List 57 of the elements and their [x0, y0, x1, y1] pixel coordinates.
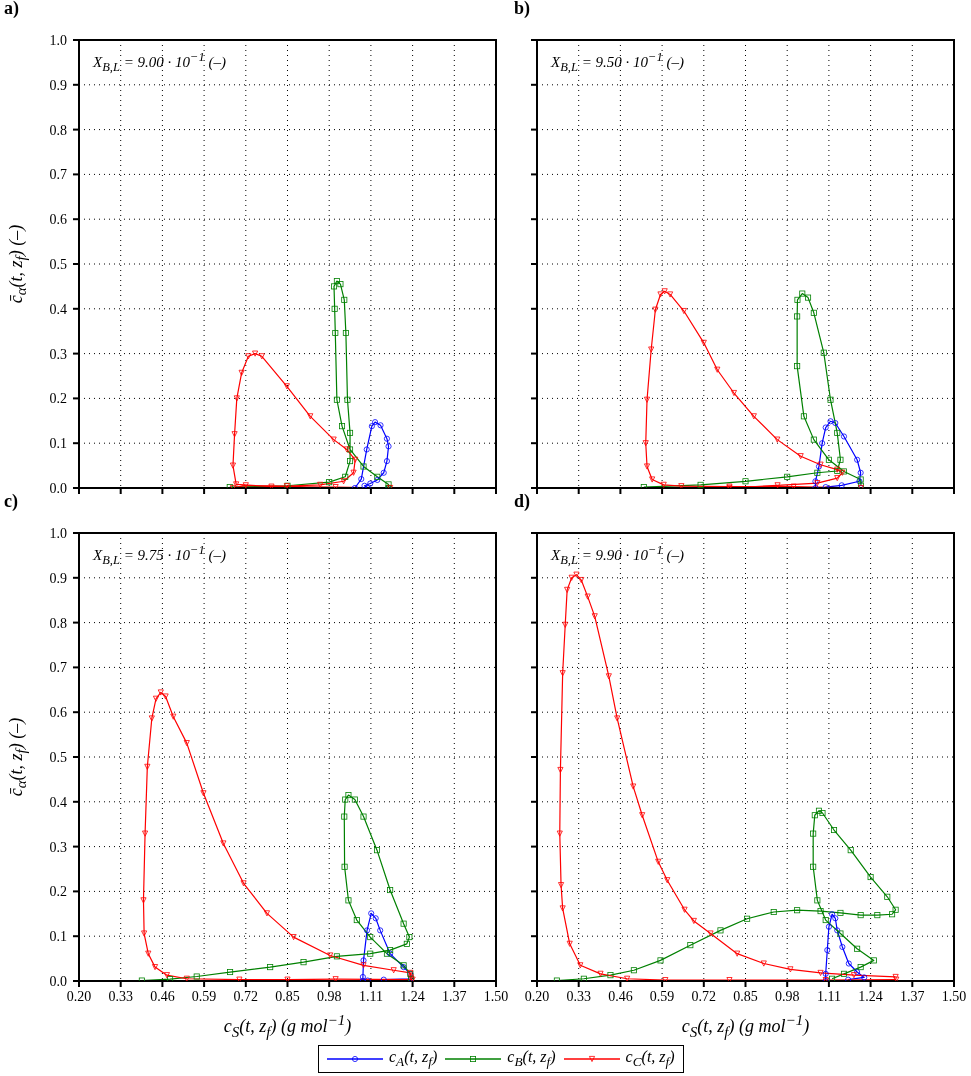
x-tick-label: 0.46 — [150, 989, 175, 1004]
x-tick-label: 0.33 — [108, 989, 133, 1004]
y-tick-label: 0.5 — [49, 257, 67, 272]
x-tick-label: 1.11 — [358, 989, 383, 1004]
x-tick-label: 0.98 — [774, 989, 800, 1004]
y-tick-label: 1.0 — [49, 33, 67, 48]
x-tick-label: 0.85 — [733, 989, 758, 1004]
legend-label: c$_{C}$(t, z$_{f}$) — [625, 1048, 675, 1071]
y-tick-label: 0.2 — [49, 391, 67, 407]
y-tick-label: 0.8 — [49, 615, 67, 631]
x-axis-title: c$_{S}$(t, z$_{f}$) (g mol$^{−1}$) — [223, 1012, 352, 1041]
x-tick-label: 0.98 — [316, 989, 342, 1004]
x-tick-label: 0.59 — [649, 989, 675, 1004]
chart-title: d) — [514, 491, 531, 512]
x-tick-label: 0.33 — [566, 989, 591, 1004]
x-tick-label: 0.59 — [191, 989, 217, 1004]
y-tick-label: 0.0 — [49, 974, 67, 989]
x-tick-label: 1.11 — [816, 989, 841, 1004]
x-tick-label: 0.20 — [66, 989, 92, 1004]
x-tick-label: 1.37 — [900, 989, 925, 1004]
x-tick-label: 0.20 — [524, 989, 550, 1004]
chart-title: a) — [4, 0, 19, 19]
chart-title: c) — [4, 491, 18, 512]
y-tick-label: 0.9 — [49, 77, 67, 93]
y-tick-label: 0.7 — [49, 660, 67, 676]
y-tick-label: 0.1 — [49, 436, 67, 452]
y-tick-label: 0.5 — [49, 750, 67, 765]
x-tick-label: 0.72 — [233, 989, 259, 1004]
x-tick-label: 1.24 — [858, 989, 883, 1004]
y-tick-label: 0.4 — [49, 794, 67, 810]
annotation: X$_{B,L}$ = 9.00 · 10$^{−1}$ (–) — [93, 50, 226, 75]
y-tick-label: 1.0 — [49, 526, 67, 541]
y-tick-label: 0.6 — [49, 705, 67, 721]
y-tick-label: 0.3 — [49, 346, 67, 362]
legend-label: c$_{B}$(t, z$_{f}$) — [507, 1048, 556, 1071]
y-tick-label: 0.8 — [49, 122, 67, 138]
y-tick-label: 0.3 — [49, 839, 67, 855]
annotation: X$_{B,L}$ = 9.75 · 10$^{−1}$ (–) — [93, 543, 226, 568]
y-tick-label: 0.9 — [49, 570, 67, 586]
y-tick-label: 0.4 — [49, 301, 67, 317]
legend-label: c$_{A}$(t, z$_{f}$) — [389, 1048, 438, 1071]
x-tick-label: 1.37 — [442, 989, 467, 1004]
y-tick-label: 0.7 — [49, 167, 67, 183]
annotation: X$_{B,L}$ = 9.90 · 10$^{−1}$ (–) — [551, 543, 684, 568]
annotation: X$_{B,L}$ = 9.50 · 10$^{−1}$ (–) — [551, 50, 684, 75]
x-tick-label: 0.85 — [275, 989, 300, 1004]
x-tick-label: 0.46 — [608, 989, 633, 1004]
chart-title: b) — [514, 0, 531, 19]
y-tick-label: 0.2 — [49, 884, 67, 900]
y-tick-label: 0.1 — [49, 929, 67, 945]
y-tick-label: 0.0 — [49, 481, 67, 496]
x-tick-label: 1.50 — [483, 989, 509, 1004]
x-tick-label: 1.24 — [400, 989, 425, 1004]
y-tick-label: 0.6 — [49, 212, 67, 228]
x-axis-title: c$_{S}$(t, z$_{f}$) (g mol$^{−1}$) — [681, 1012, 810, 1041]
x-tick-label: 1.50 — [941, 989, 967, 1004]
x-tick-label: 0.72 — [691, 989, 717, 1004]
